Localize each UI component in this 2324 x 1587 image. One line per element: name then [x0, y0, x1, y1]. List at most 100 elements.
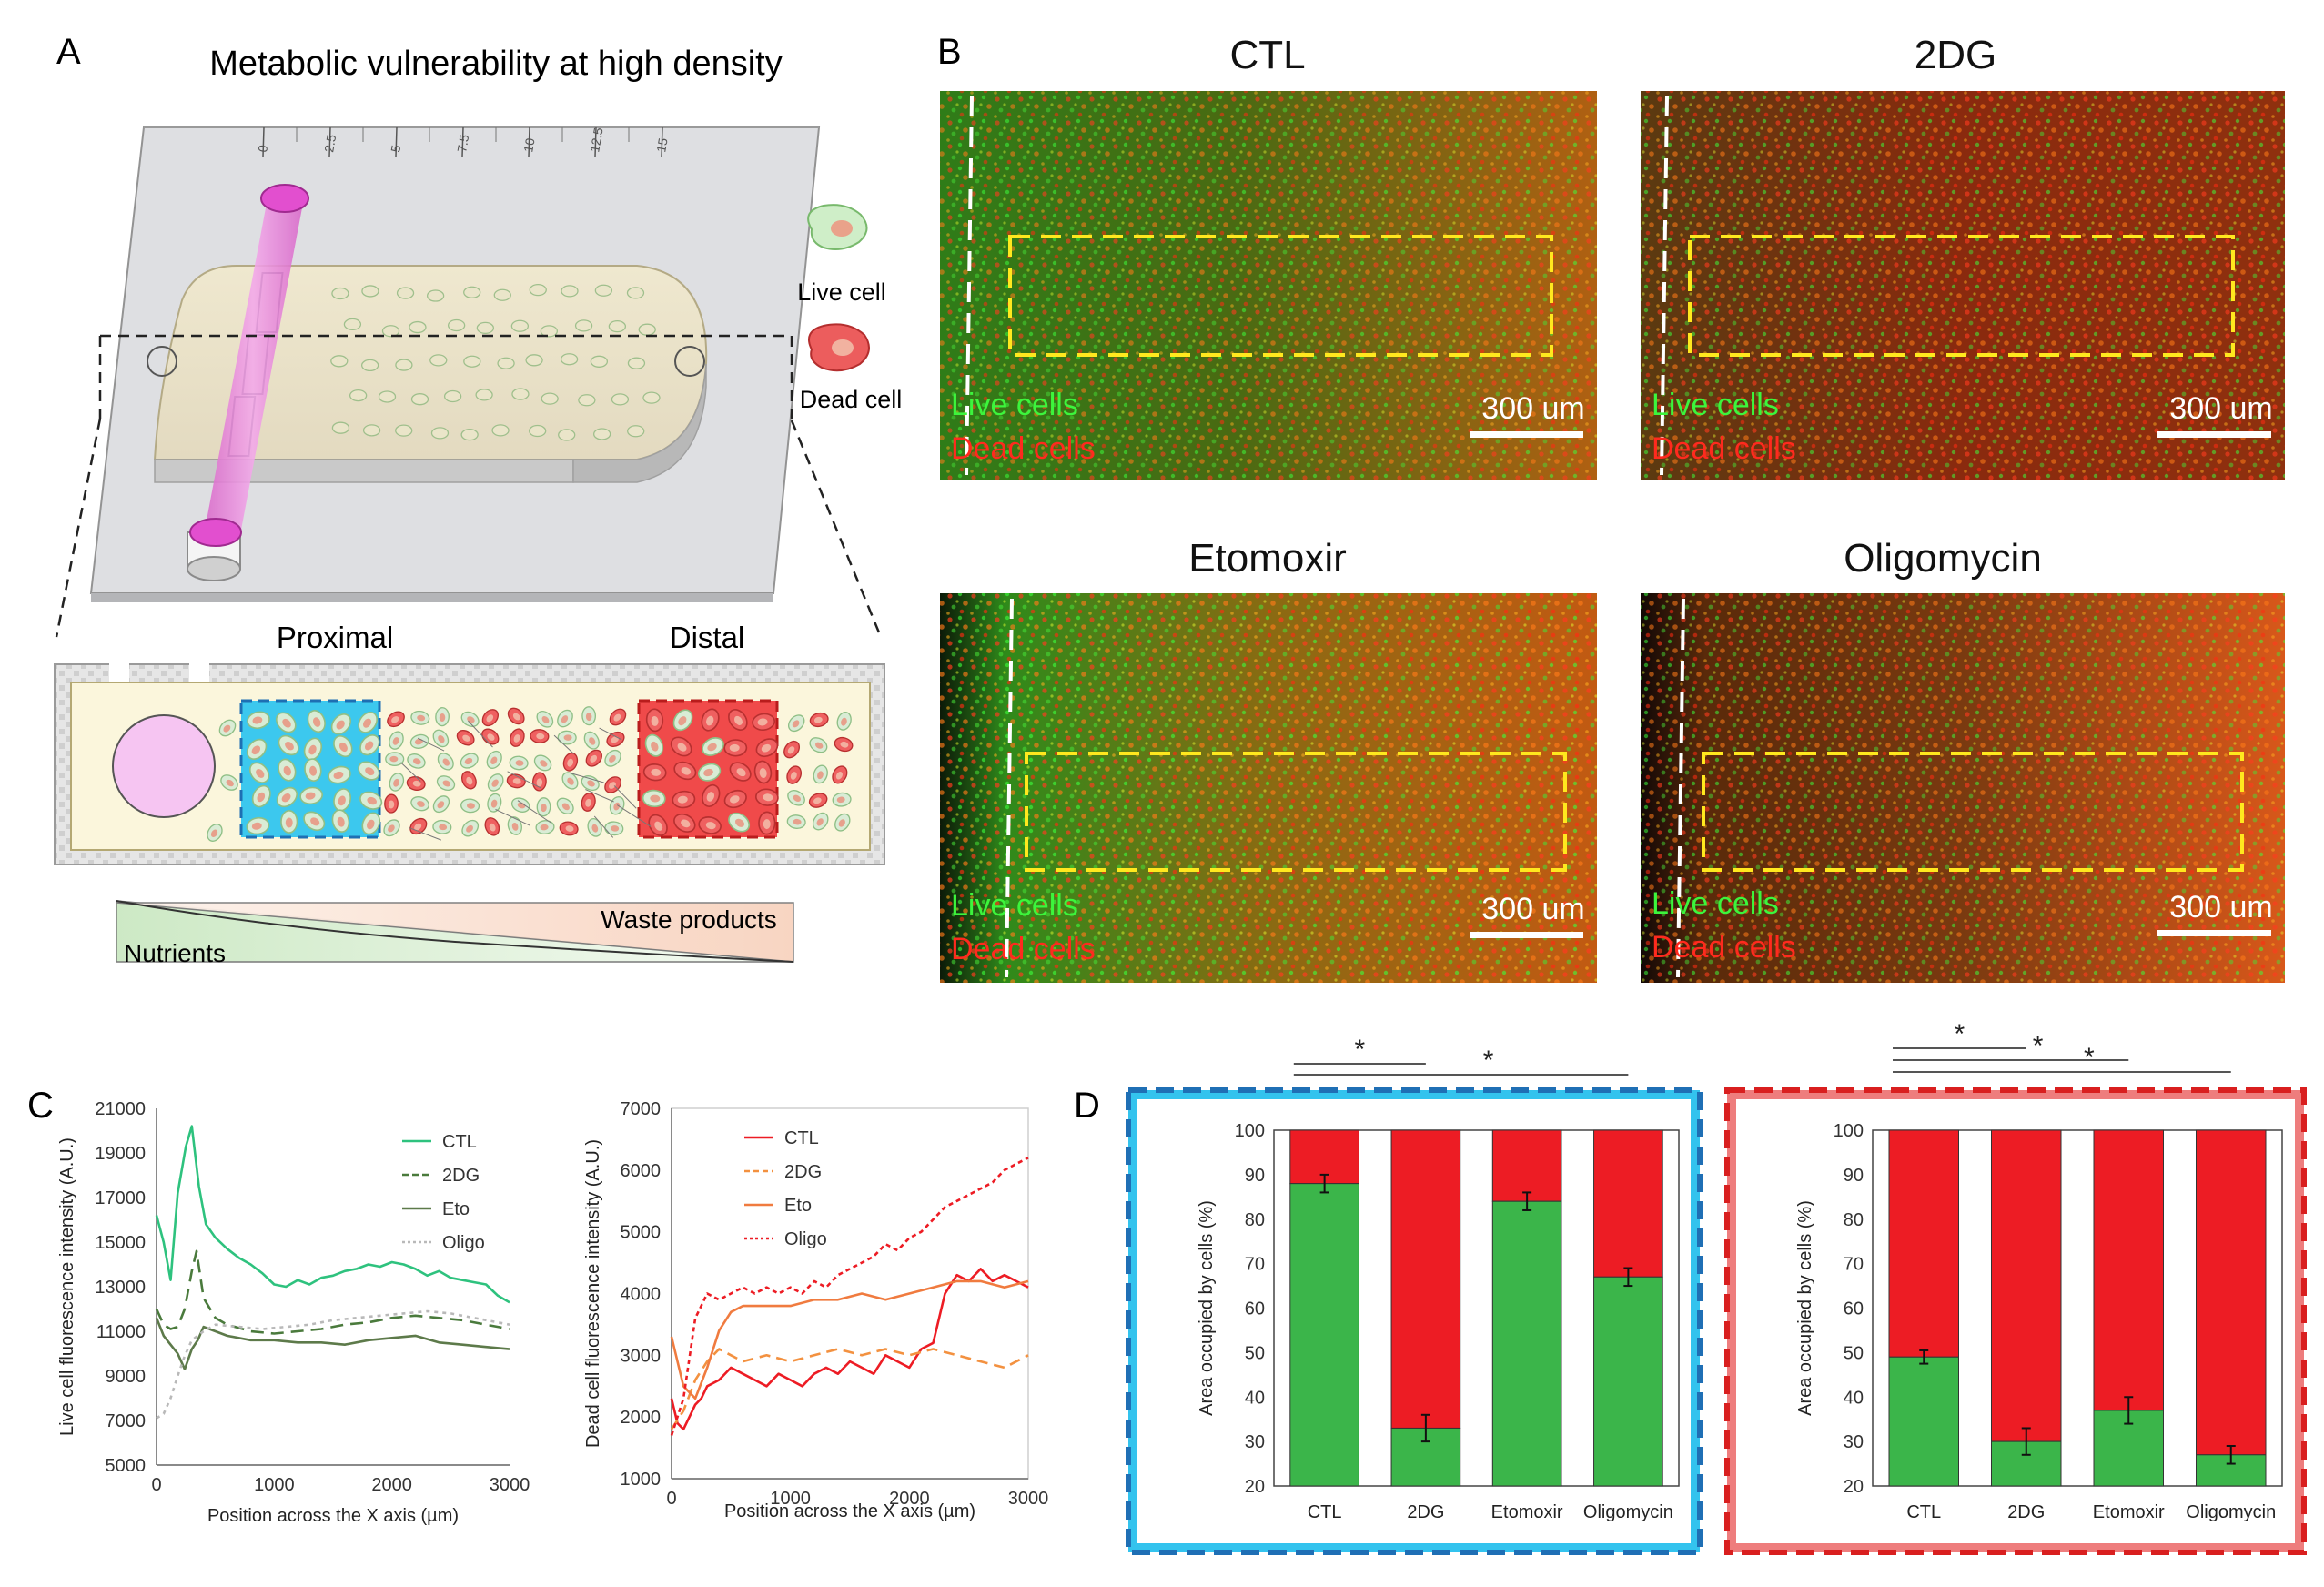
chamber-cell	[460, 429, 479, 441]
dead-cell	[383, 794, 399, 814]
micrograph-texture	[940, 91, 1597, 480]
legend-dead-cell-label: Dead cell	[800, 386, 903, 413]
y-tick-label: 60	[1245, 1299, 1265, 1319]
bar-live-oligomycin	[1593, 1276, 1663, 1487]
x-tick-label: 1000	[770, 1489, 811, 1509]
chamber-cell	[330, 355, 349, 368]
chamber-cell	[493, 288, 511, 301]
y-tick-label: 17000	[95, 1188, 146, 1208]
plot-frame	[1273, 1129, 1680, 1487]
chamber-cell	[349, 389, 368, 402]
live-cell	[385, 752, 405, 766]
legend-dead-cell: Dead cell	[800, 323, 903, 413]
chamber-cell	[476, 321, 495, 335]
live-cell	[536, 796, 551, 817]
nutrients-label: Nutrients	[124, 939, 226, 967]
ecm-fiber	[593, 815, 614, 838]
panel-d: D 20 30 40 50 60 70 80 90 100 Area occupied by ce…	[1074, 1019, 2307, 1555]
chamber-cell	[426, 289, 445, 302]
y-tick-label: 5000	[621, 1223, 662, 1243]
y-tick-label: 4000	[621, 1285, 662, 1305]
chamber-cell	[611, 393, 630, 406]
chamber-cell	[378, 390, 397, 403]
series-line-ctl	[670, 1268, 1029, 1430]
y-tick-label: 20	[1844, 1477, 1864, 1497]
chamber-cell	[343, 318, 362, 331]
y-tick-label: 7000	[106, 1411, 147, 1431]
y-tick-label: 21000	[95, 1099, 146, 1119]
chamber-cell	[590, 355, 609, 368]
chamber-cell	[510, 319, 530, 332]
dead-cells-label: Dead cells	[951, 932, 1096, 966]
y-tick-label: 19000	[95, 1144, 146, 1164]
x-tick-label: CTL	[1906, 1502, 1941, 1522]
panel-c: C 5000 7000 9000 11000 13000 15000 17000 19000 2…	[27, 1086, 1048, 1526]
y-tick-label: 30	[1245, 1432, 1265, 1452]
chart-live-intensity: 5000 7000 9000 11000 13000 15000 17000 19000 210…	[57, 1099, 530, 1526]
chamber-cell	[331, 287, 349, 300]
bar-live-ctl	[1888, 1356, 1959, 1487]
y-tick-label: 11000	[96, 1322, 146, 1342]
x-tick-label: Oligomycin	[1583, 1502, 1673, 1522]
ecm-fiber	[409, 827, 441, 841]
bar-dead-etomoxir	[1491, 1129, 1562, 1202]
panel-a-title: Metabolic vulnerability at high density	[209, 45, 782, 83]
y-tick-label: 40	[1245, 1388, 1265, 1408]
micrograph-grid: CTL Live cells Dead cells 300 um 2DG Live cel…	[940, 33, 2285, 983]
series-line-eto	[155, 1317, 510, 1370]
chamber-cell	[540, 325, 559, 338]
y-axis-label: Dead cell fluorescence intensity (A.U.)	[583, 1139, 603, 1448]
live-cells-label: Live cells	[951, 888, 1078, 923]
ecm-fiber	[553, 734, 574, 754]
chamber-cell	[627, 425, 645, 438]
dead-cell	[723, 739, 748, 757]
ecm-fiber	[599, 727, 622, 741]
bar-live-etomoxir	[1491, 1200, 1562, 1487]
chamber-cell	[578, 394, 596, 407]
y-tick-label: 60	[1844, 1299, 1864, 1319]
panel-label-d: D	[1074, 1086, 1100, 1126]
x-tick-label: CTL	[1308, 1502, 1342, 1522]
dead-cells-label: Dead cells	[951, 431, 1096, 466]
ecm-fiber	[517, 800, 552, 824]
live-cells-label: Live cells	[1652, 388, 1779, 422]
chamber-cell	[642, 391, 661, 404]
scale-bar	[2157, 930, 2271, 936]
legend-label: Oligo	[442, 1233, 485, 1253]
chamber-cell	[430, 427, 450, 440]
significance-star: *	[1955, 1019, 1965, 1049]
ruler-tick-label: 10	[520, 136, 537, 153]
chamber-cell	[396, 287, 415, 299]
micrograph-oligomycin: Oligomycin Live cells Dead cells 300 um	[1641, 536, 2285, 983]
legend-live-cell-label: Live cell	[797, 278, 886, 306]
micrograph-texture	[940, 593, 1597, 983]
y-tick-label: 3000	[621, 1346, 662, 1366]
y-tick-label: 9000	[106, 1367, 147, 1387]
ruler-tick-label: 15	[653, 136, 670, 153]
chamber-cell	[593, 428, 611, 440]
scale-bar	[1470, 431, 1583, 438]
chamber-cell	[362, 424, 381, 437]
micrograph-2dg: 2DG Live cells Dead cells 300 um	[1641, 33, 2285, 480]
live-cell	[581, 705, 597, 726]
significance-star: *	[2084, 1043, 2095, 1073]
significance-star: *	[1354, 1035, 1365, 1065]
plot-frame	[1872, 1129, 2283, 1487]
micrograph-ctl: CTL Live cells Dead cells 300 um	[940, 33, 1597, 480]
legend-label: CTL	[784, 1128, 819, 1148]
x-tick-label: Oligomycin	[2186, 1502, 2276, 1522]
chart-area-proximal: 20 30 40 50 60 70 80 90 100 Area occupied by cell…	[1126, 1035, 1703, 1555]
y-axis-label: Live cell fluorescence intensity (A.U.)	[57, 1137, 77, 1436]
chamber-cell	[491, 424, 510, 437]
bar-dead-oligomycin	[1593, 1129, 1663, 1278]
waste-label: Waste products	[601, 905, 776, 934]
chamber-cell	[410, 393, 429, 406]
chamber-cell	[463, 286, 481, 298]
roi-box	[1025, 752, 1567, 872]
legend-label: Eto	[784, 1196, 812, 1216]
ruler-tick-label: 2.5	[321, 133, 338, 153]
y-tick-label: 30	[1844, 1432, 1864, 1452]
micrograph-etomoxir: Etomoxir Live cells Dead cells 300 um	[940, 536, 1597, 983]
y-tick-label: 13000	[95, 1278, 146, 1298]
